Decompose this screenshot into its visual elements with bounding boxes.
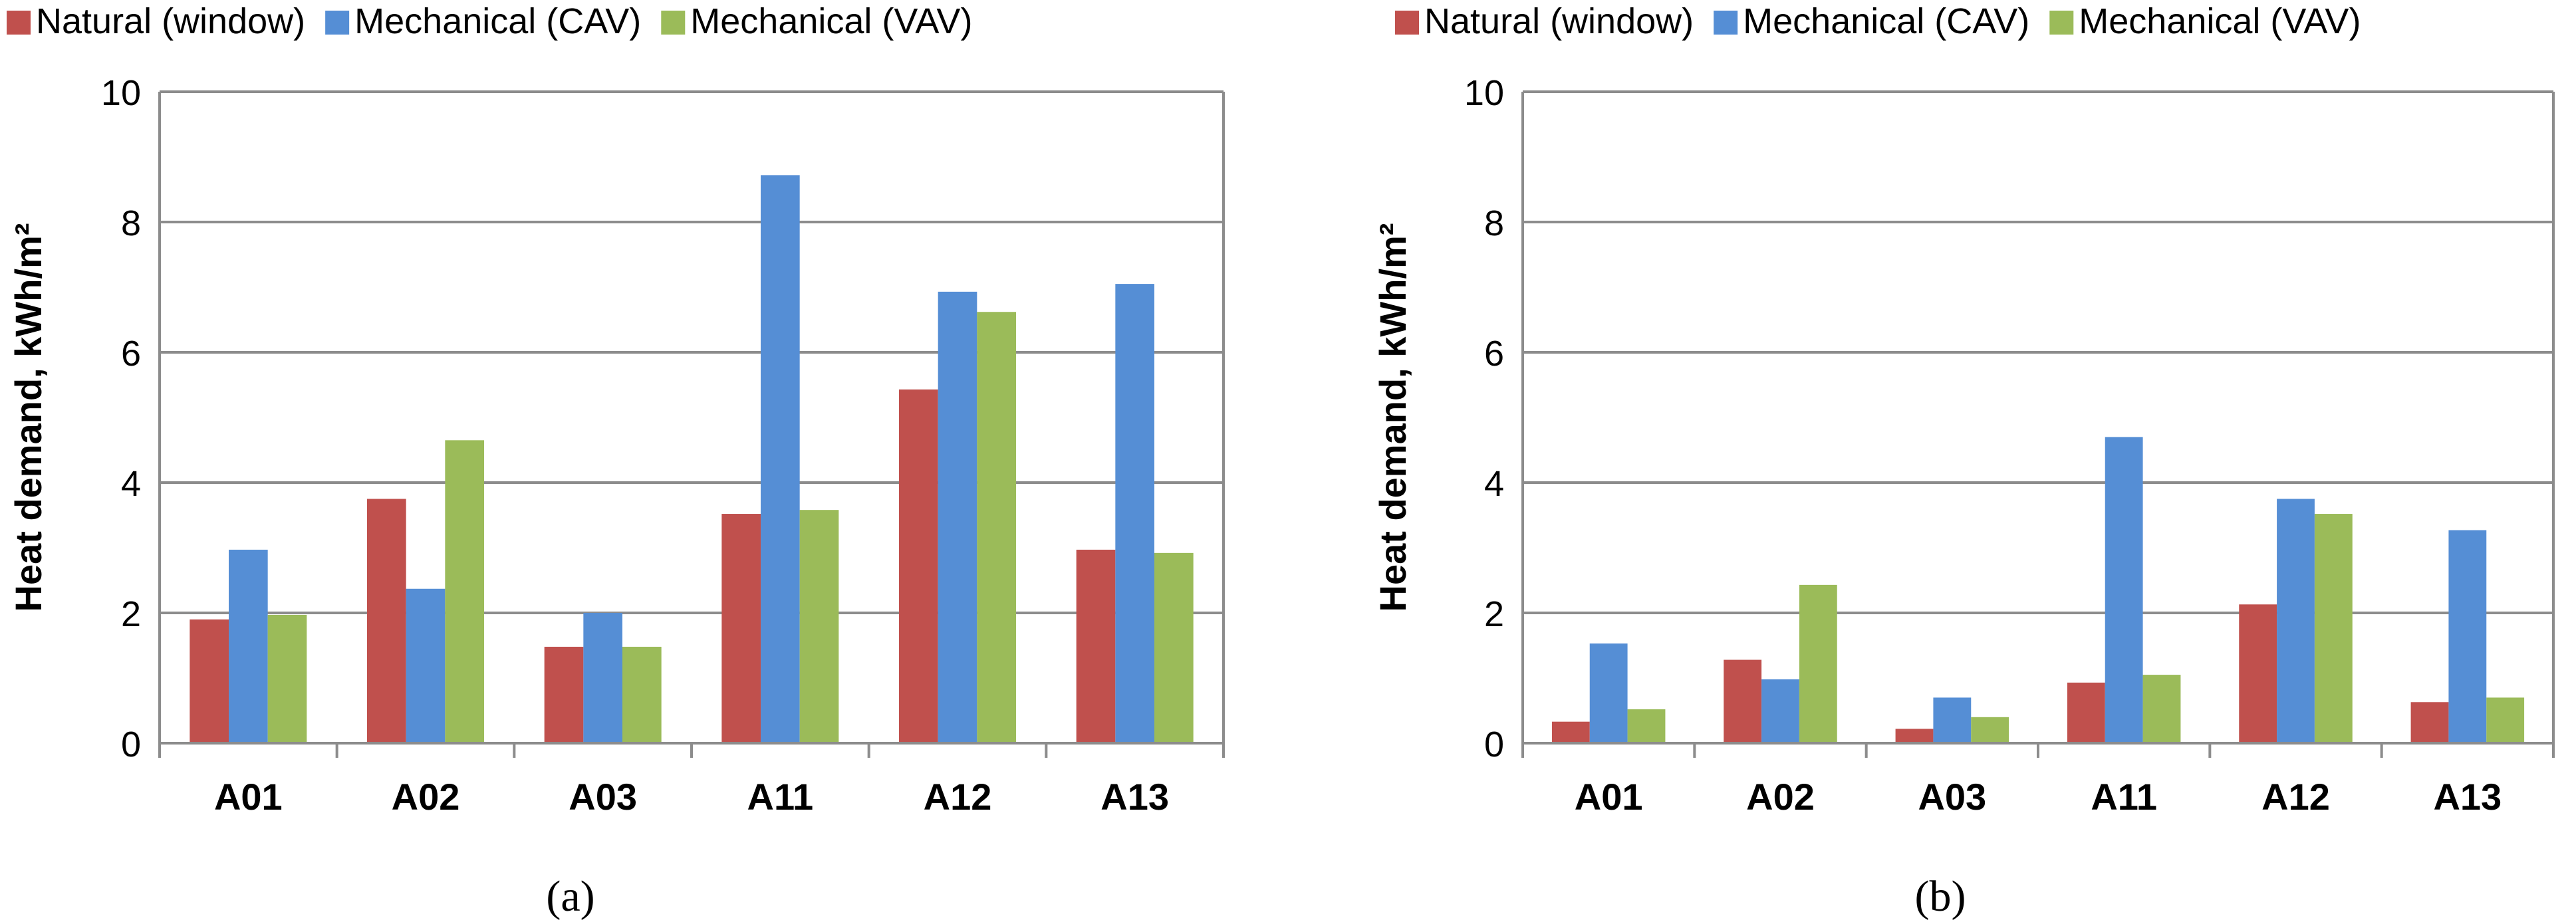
bar-a03-series-1 (544, 646, 584, 743)
y-tick-label: 6 (1484, 334, 1504, 374)
chart-panel-b: 0 2 4 6 8 10 A01 A02 A03 A11 A12 A13 Heat demand, kW… (1372, 1, 2555, 921)
panel-caption: (a) (546, 872, 594, 921)
x-tick-label: A03 (569, 776, 637, 818)
bar-a03-series-3 (1971, 717, 2009, 743)
x-tick-label: A13 (2433, 776, 2502, 818)
bar-a13-series-1 (1076, 549, 1116, 743)
y-tick-label: 6 (121, 334, 141, 374)
bar-a01-series-3 (1627, 709, 1666, 743)
x-tick-label: A02 (392, 776, 460, 818)
x-tick-label: A12 (2261, 776, 2330, 818)
y-tick-label: 10 (101, 73, 141, 113)
bar-a03-series-2 (583, 613, 622, 743)
x-tick-label: A13 (1100, 776, 1169, 818)
legend-swatch-2 (1714, 11, 1738, 35)
x-tick-label: A01 (1575, 776, 1643, 818)
x-tick-label: A11 (2091, 776, 2157, 818)
panel-caption: (b) (1915, 872, 1966, 921)
x-tick-label: A01 (214, 776, 283, 818)
bar-a11-series-1 (2067, 682, 2105, 743)
bar-a12-series-3 (977, 312, 1016, 743)
legend-swatch-3 (661, 11, 686, 35)
bar-a01-series-1 (1551, 721, 1590, 743)
chart-panel-a: 0 2 4 6 8 10 A01 A02 A03 A11 A12 A13 Heat demand, kW… (7, 1, 1225, 921)
legend-swatch-2 (325, 11, 350, 35)
bar-a13-series-3 (2486, 697, 2525, 743)
bar-a03-series-1 (1895, 729, 1934, 743)
bar-a01-series-1 (190, 619, 229, 743)
bar-a01-series-2 (229, 549, 268, 743)
bar-a03-series-3 (622, 646, 662, 743)
bar-a12-series-3 (2314, 514, 2353, 743)
bar-a11-series-2 (761, 175, 800, 743)
bar-a01-series-3 (267, 614, 307, 743)
y-tick-label: 8 (121, 203, 141, 243)
bar-a02-series-2 (1761, 679, 1799, 743)
legend-swatch-1 (1395, 11, 1419, 35)
bar-a13-series-2 (2448, 530, 2487, 743)
bar-a13-series-2 (1115, 284, 1154, 744)
legend-label-3: Mechanical (VAV) (690, 1, 972, 41)
x-tick-label: A03 (1918, 776, 1986, 818)
y-tick-label: 2 (121, 594, 141, 634)
y-tick-label: 0 (121, 725, 141, 764)
bar-a02-series-3 (445, 440, 484, 743)
bar-a11-series-3 (799, 510, 839, 743)
y-tick-label: 4 (1484, 464, 1504, 504)
bar-a11-series-1 (721, 514, 761, 743)
y-tick-label: 2 (1484, 594, 1504, 634)
bar-a02-series-1 (367, 499, 406, 743)
bar-a12-series-1 (899, 389, 938, 743)
bar-a13-series-1 (2410, 702, 2449, 743)
legend-label-1: Natural (window) (1424, 1, 1694, 41)
x-tick-label: A02 (1746, 776, 1815, 818)
x-tick-label: A12 (924, 776, 992, 818)
x-tick-label: A11 (747, 776, 814, 818)
bar-a12-series-2 (938, 291, 977, 743)
y-axis-title: Heat demand, kWh/m² (7, 223, 49, 612)
y-tick-label: 0 (1484, 725, 1504, 764)
bar-a01-series-2 (1589, 643, 1628, 743)
bar-a12-series-1 (2239, 604, 2277, 743)
legend-label-1: Natural (window) (36, 1, 305, 41)
legend-swatch-1 (7, 11, 31, 35)
bar-a03-series-2 (1933, 697, 1972, 743)
legend-label-3: Mechanical (VAV) (2079, 1, 2361, 41)
y-tick-label: 10 (1464, 73, 1504, 113)
legend-swatch-3 (2049, 11, 2074, 35)
y-tick-label: 8 (1484, 203, 1504, 243)
bar-a12-series-2 (2277, 499, 2315, 743)
bar-a11-series-3 (2142, 675, 2181, 743)
bar-a02-series-1 (1724, 659, 1762, 743)
bar-a13-series-3 (1154, 552, 1194, 743)
legend-label-2: Mechanical (CAV) (1743, 1, 2029, 41)
y-tick-label: 4 (121, 464, 141, 504)
bar-a02-series-3 (1799, 584, 1837, 743)
legend-label-2: Mechanical (CAV) (354, 1, 641, 41)
bar-a02-series-2 (406, 588, 446, 743)
y-axis-title: Heat demand, kWh/m² (1372, 223, 1414, 612)
bar-a11-series-2 (2105, 437, 2143, 743)
